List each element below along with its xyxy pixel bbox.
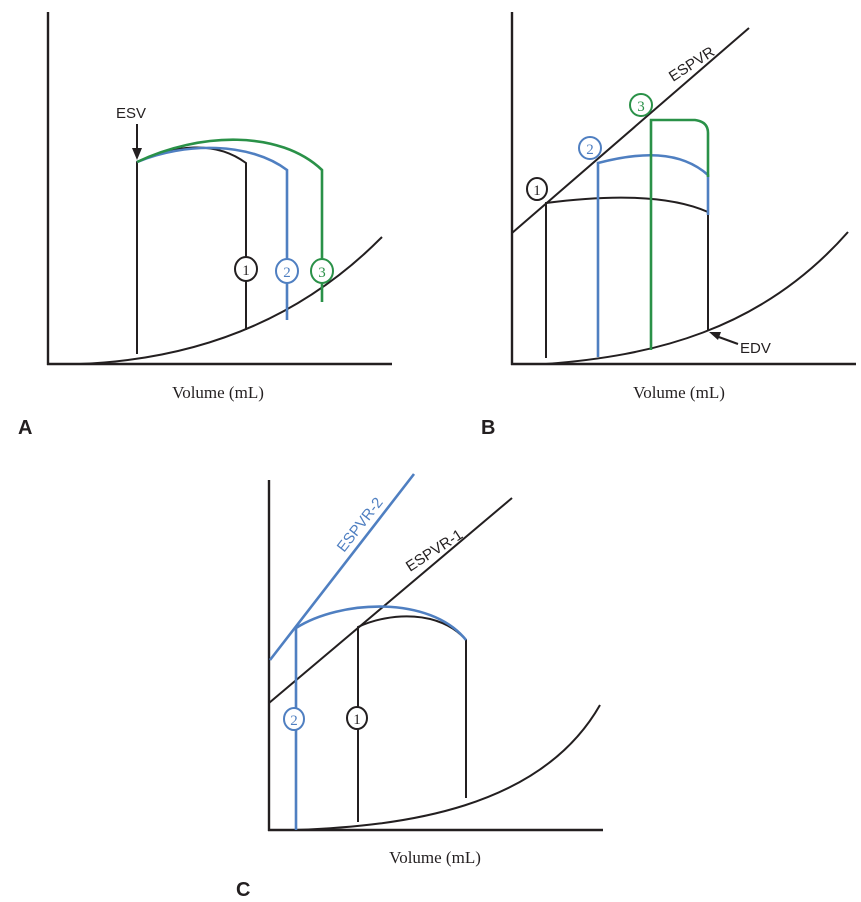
panel-b-loop-2-number: 2	[586, 142, 594, 158]
panel-a: ESV 1 2 3 Volume (mL) A	[18, 12, 392, 439]
panel-b-loop-2	[596, 153, 710, 357]
panel-b-espvr-line	[511, 27, 750, 234]
panel-a-loop-1	[136, 146, 247, 354]
panel-b-loop-3-number: 3	[637, 99, 645, 115]
panel-a-loop-1-marker: 1	[234, 256, 258, 282]
panel-a-loop-1-number: 1	[242, 263, 250, 279]
panel-a-x-label: Volume (mL)	[172, 383, 264, 402]
panel-b-edv-label: EDV	[740, 340, 771, 357]
panel-b-loop-1-number: 1	[533, 183, 541, 199]
panel-b-loop-2-marker: 2	[578, 136, 602, 160]
panel-b-x-label: Volume (mL)	[633, 383, 725, 402]
panel-c-loop-1-number: 1	[353, 712, 361, 728]
panel-a-loop-3	[136, 138, 324, 302]
panel-a-letter: A	[18, 417, 32, 439]
panel-c-x-label: Volume (mL)	[389, 848, 481, 867]
panel-b-edv-arrowhead	[709, 332, 721, 340]
panel-c-espvr-1-label: ESPVR-1	[403, 526, 466, 575]
panel-c-letter: C	[236, 879, 250, 901]
panel-c-loop-2-number: 2	[290, 713, 298, 729]
panel-c-espvr-2-line	[268, 473, 416, 661]
panel-a-esv-arrowhead	[132, 148, 142, 160]
panel-a-esv-label: ESV	[116, 105, 146, 122]
panel-c-espvr-1-line	[268, 497, 513, 704]
panel-c-loop-2-marker: 2	[283, 707, 305, 731]
panel-b-edpvr-curve	[545, 231, 849, 365]
panel-b-loop-3-marker: 3	[629, 93, 653, 117]
panel-b-letter: B	[481, 417, 495, 439]
panel-c-loop-1-marker: 1	[346, 706, 368, 730]
panel-b-loop-1-marker: 1	[526, 177, 548, 201]
panel-c-edpvr-curve	[296, 704, 601, 831]
panel-c-espvr-2-label: ESPVR-2	[334, 494, 387, 555]
panel-a-loop-3-number: 3	[318, 265, 326, 281]
panel-b-edv-arrow	[715, 335, 739, 345]
panel-b-loop-3	[649, 118, 710, 350]
panel-c-loop-2	[294, 605, 468, 830]
panel-a-loop-2-marker: 2	[275, 258, 299, 284]
panel-b: ESPVR 1 2 3 EDV Volume (mL) B	[481, 12, 856, 439]
panel-a-loop-3-marker: 3	[310, 258, 334, 284]
panel-c-loop-1	[357, 615, 467, 822]
panel-c: ESPVR-1 ESPVR-2 1 2 Volume (mL) C	[236, 473, 603, 901]
panel-a-loop-2	[136, 146, 289, 320]
panel-a-edpvr-curve	[79, 236, 383, 365]
panel-b-espvr-label: ESPVR	[666, 43, 718, 85]
panel-b-loop-1	[545, 196, 709, 358]
panel-a-loop-2-number: 2	[283, 265, 291, 281]
